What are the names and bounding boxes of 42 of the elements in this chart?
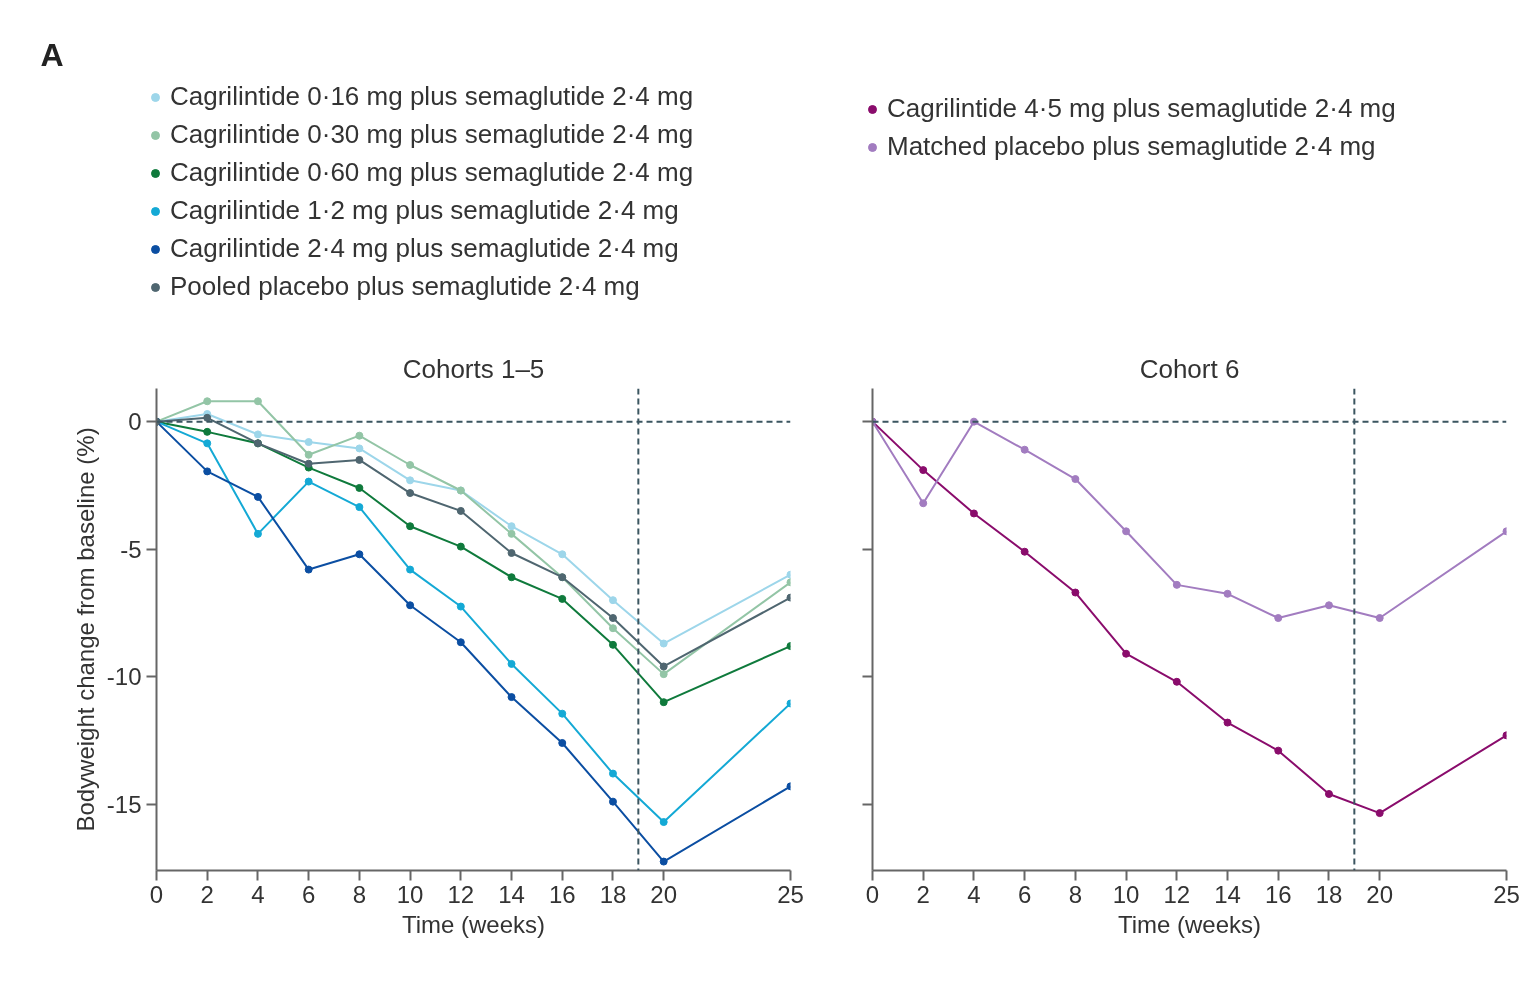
x-tick-label: 12: [447, 880, 475, 908]
legend-label: Cagrilintide 0·30 mg plus semaglutide 2·4 mg: [170, 119, 694, 150]
legend-label: Cagrilintide 0·16 mg plus semaglutide 2·4 mg: [170, 81, 694, 112]
x-tick-label: 10: [1112, 880, 1140, 908]
x-tick-label: 12: [1163, 880, 1191, 908]
x-tick-label: 6: [301, 880, 316, 908]
legend-label: Matched placebo plus semaglutide 2·4 mg: [887, 131, 1376, 162]
x-tick-label: 0: [149, 880, 164, 908]
x-tick-label: 6: [1017, 880, 1032, 908]
legend-label: Cagrilintide 0·60 mg plus semaglutide 2·4 mg: [170, 157, 694, 188]
legend-label: Pooled placebo plus semaglutide 2·4 mg: [170, 271, 640, 302]
x-tick-label: 16: [1264, 880, 1292, 908]
chart-title: Cohorts 1–5: [402, 353, 545, 384]
x-tick-label: 14: [498, 880, 525, 908]
x-tick-label: 18: [1315, 880, 1343, 908]
x-tick-label: 25: [1493, 880, 1520, 908]
x-tick-label: 4: [251, 880, 265, 908]
legend-label: Cagrilintide 1·2 mg plus semaglutide 2·4 mg: [170, 195, 679, 226]
x-tick-label: 16: [548, 880, 576, 908]
x-tick-label: 18: [599, 880, 627, 908]
x-tick-label: 4: [967, 880, 981, 908]
y-tick-label: -15: [106, 790, 142, 818]
x-tick-label: 10: [396, 880, 424, 908]
x-tick-label: 2: [916, 880, 930, 908]
y-tick-label: 0: [128, 408, 142, 436]
x-tick-label: 2: [200, 880, 214, 908]
x-tick-label: 25: [777, 880, 804, 908]
chart-title: Cohort 6: [1139, 353, 1240, 384]
y-axis-title: Bodyweight change from baseline (%): [71, 427, 99, 832]
legend-label: Cagrilintide 2·4 mg plus semaglutide 2·4 mg: [170, 233, 679, 264]
x-axis-title: Time (weeks): [401, 910, 546, 938]
x-tick-label: 20: [650, 880, 678, 908]
x-tick-label: 8: [1068, 880, 1083, 908]
x-tick-label: 20: [1366, 880, 1394, 908]
y-tick-label: -10: [106, 663, 142, 691]
legend-label: Cagrilintide 4·5 mg plus semaglutide 2·4 mg: [887, 93, 1396, 124]
x-tick-label: 8: [352, 880, 367, 908]
text: A: [40, 36, 64, 73]
x-tick-label: 0: [865, 880, 880, 908]
x-tick-label: 14: [1214, 880, 1241, 908]
y-tick-label: -5: [120, 535, 142, 563]
x-axis-title: Time (weeks): [1117, 910, 1262, 938]
